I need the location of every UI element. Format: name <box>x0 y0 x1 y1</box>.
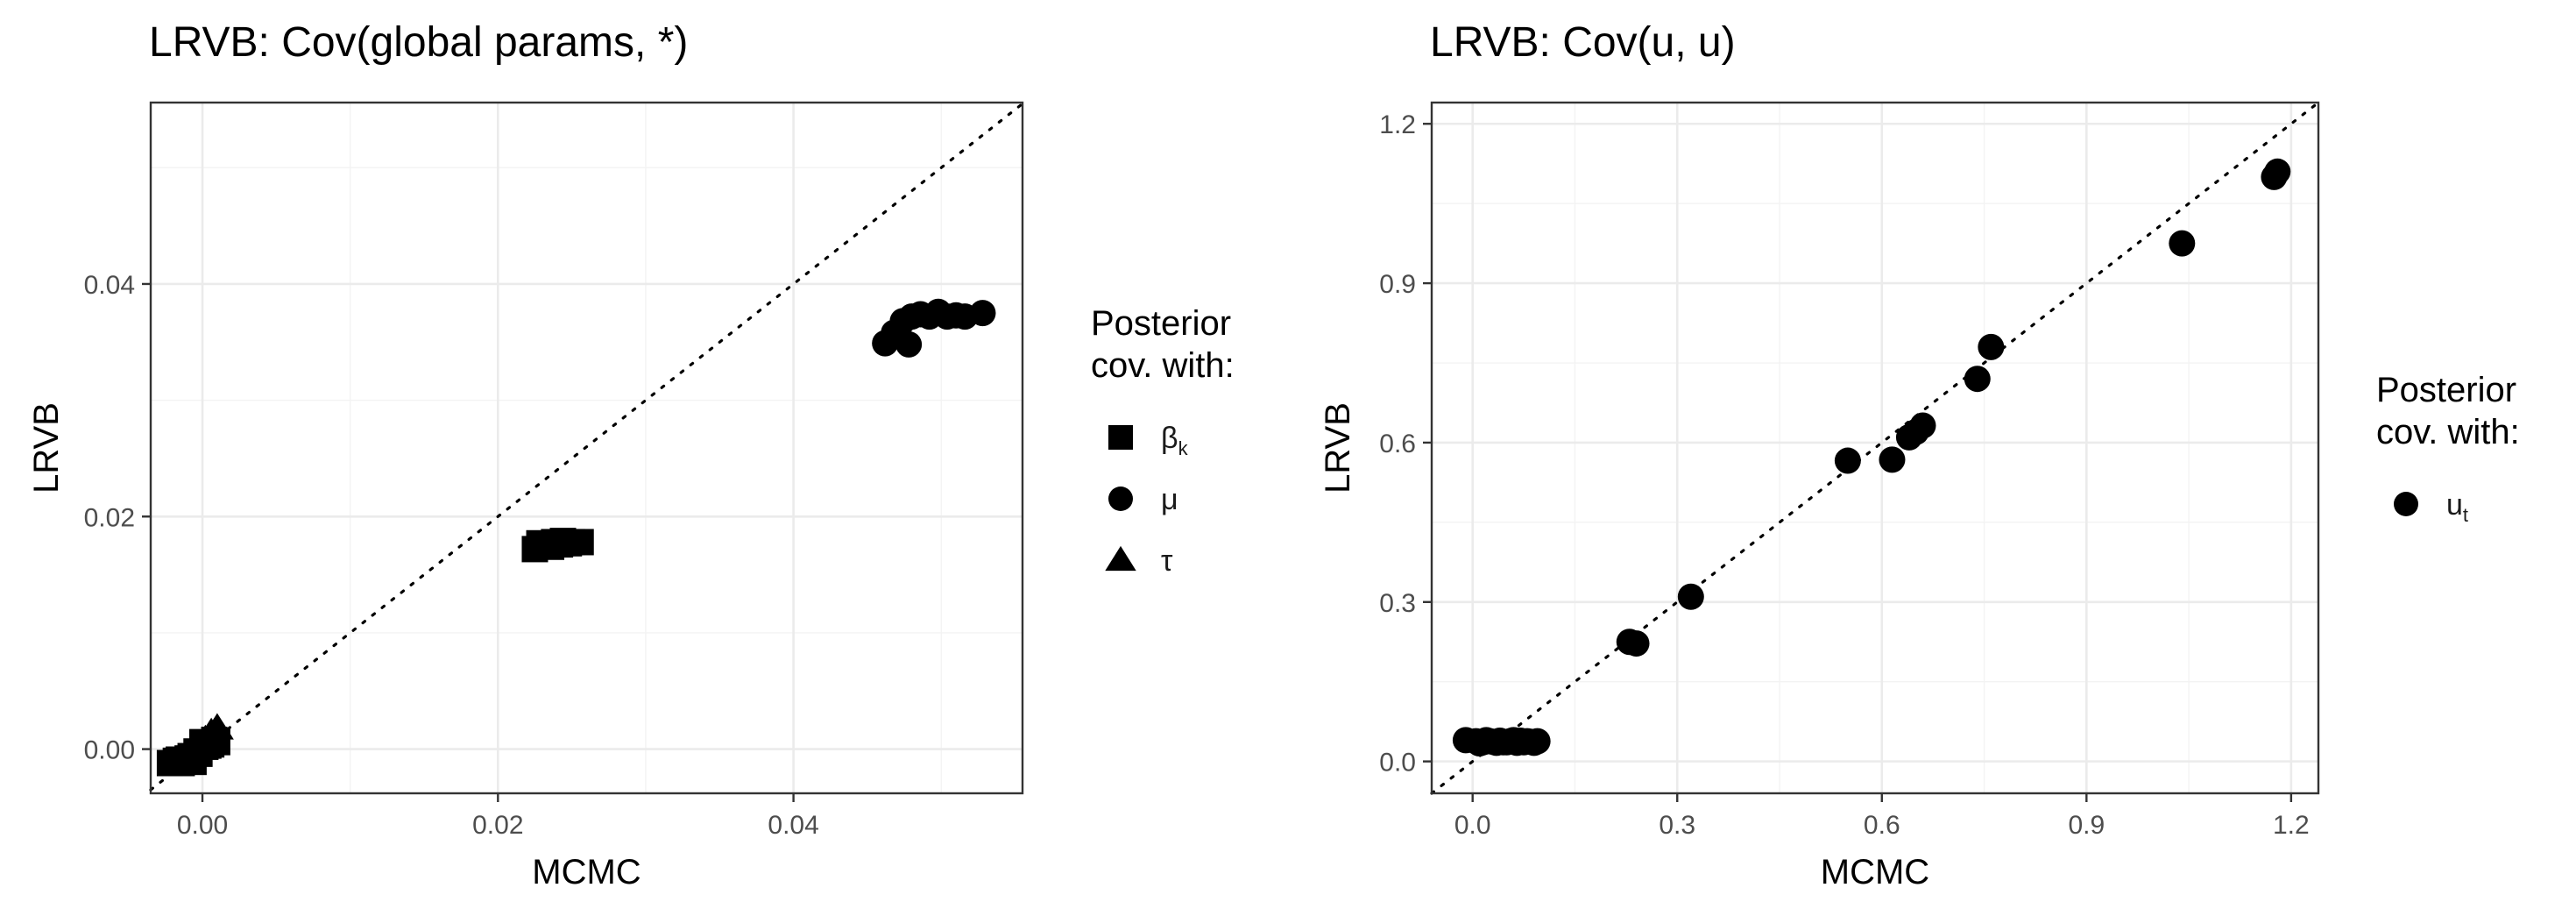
legend-title: cov. with: <box>1091 346 1235 385</box>
legend-label-main: μ <box>1161 483 1178 516</box>
panel-border <box>149 101 1024 795</box>
legend-title: Posterior <box>1091 304 1231 343</box>
chart-title: LRVB: Cov(u, u) <box>1430 19 1736 66</box>
legend-label: τ <box>1161 544 1173 578</box>
data-point <box>556 529 583 557</box>
legend-label-main: τ <box>1161 544 1173 578</box>
legend-marker-circle <box>1108 487 1133 511</box>
x-tick-label: 0.3 <box>1659 811 1695 840</box>
y-tick-label: 0.6 <box>1379 430 1416 458</box>
legend-label-sub: t <box>2463 504 2468 526</box>
data-point <box>1520 729 1547 756</box>
x-tick-label: 0.6 <box>1864 811 1900 840</box>
data-point <box>1879 446 1906 473</box>
y-tick-label: 1.2 <box>1379 110 1416 139</box>
data-point <box>1677 583 1704 610</box>
x-tick-label: 0.9 <box>2068 811 2105 840</box>
y-axis-title: LRVB <box>27 402 66 494</box>
y-axis-title: LRVB <box>1319 402 1357 494</box>
data-point <box>969 300 996 327</box>
legend-item: μ <box>1108 483 1178 516</box>
legend-title: cov. with: <box>2376 413 2520 451</box>
data-point <box>1834 447 1861 474</box>
panel-border <box>1430 101 2320 795</box>
legend-title: Posterior <box>2376 371 2516 409</box>
x-tick-label: 0.04 <box>768 811 818 840</box>
legend-item: τ <box>1105 544 1173 578</box>
x-tick-label: 0.00 <box>177 811 228 840</box>
data-point <box>2169 230 2196 257</box>
data-point <box>1909 412 1936 439</box>
x-axis-title: MCMC <box>1821 853 1929 891</box>
chart-panel-1: 0.00 0.02 0.04 0.00 0.02 0.04 LRVB: Cov(global… <box>27 19 1235 891</box>
legend-marker-circle <box>2394 492 2418 516</box>
x-tick-label: 0.02 <box>472 811 523 840</box>
data-point <box>200 713 234 740</box>
legend-marker-triangle <box>1105 545 1136 572</box>
x-axis-title: MCMC <box>532 853 640 891</box>
legend-item: βk <box>1108 422 1189 459</box>
chart-title: LRVB: Cov(global params, *) <box>149 19 688 66</box>
series-square <box>156 528 594 777</box>
y-tick-label: 0.04 <box>84 271 135 300</box>
y-tick-label: 0.3 <box>1379 589 1416 618</box>
legend-label: ut <box>2446 488 2468 526</box>
legend: Posterior cov. with: ut <box>2376 371 2520 526</box>
reference-line <box>149 102 1024 792</box>
x-tick-label: 1.2 <box>2273 811 2310 840</box>
y-tick-label: 0.00 <box>84 736 135 765</box>
data-point <box>1623 630 1650 657</box>
legend-label-sub: k <box>1178 437 1189 459</box>
legend-label-main: β <box>1161 422 1178 455</box>
series-triangle <box>188 713 234 751</box>
x-tick-label: 0.0 <box>1454 811 1491 840</box>
y-tick-label: 0.9 <box>1379 270 1416 299</box>
legend-marker-square <box>1108 425 1133 450</box>
legend-item: ut <box>2394 488 2468 526</box>
chart-panel-2: 0.0 0.3 0.6 0.9 1.2 0.0 0.3 0.6 0.9 1.2 LRVB: Cov(… <box>1319 19 2520 891</box>
series-circle <box>872 298 996 358</box>
reference-line <box>1430 101 2320 795</box>
y-tick-label: 0.02 <box>84 503 135 532</box>
legend-label: βk <box>1161 422 1189 459</box>
legend-label: μ <box>1161 483 1178 516</box>
data-point <box>895 330 923 358</box>
data-point <box>1964 366 1991 393</box>
data-point <box>2264 158 2291 185</box>
series-circle <box>1452 158 2291 757</box>
data-point <box>1978 333 2005 360</box>
y-tick-label: 0.0 <box>1379 749 1416 778</box>
legend-label-main: u <box>2446 488 2463 522</box>
